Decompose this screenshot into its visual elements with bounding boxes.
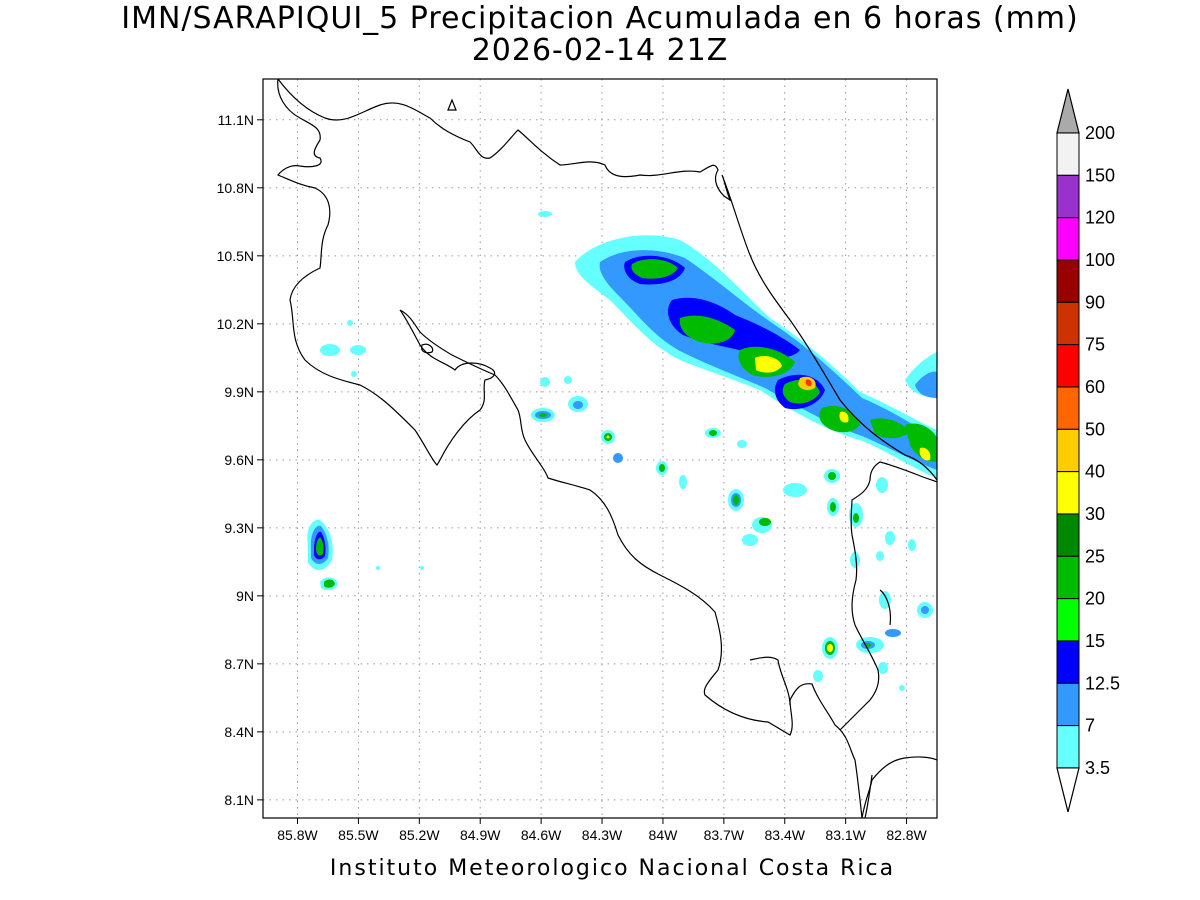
colorbar-label: 12.5 xyxy=(1085,673,1120,693)
colorbar-label: 200 xyxy=(1085,123,1115,143)
y-tick-label: 10.5N xyxy=(217,248,254,264)
colorbar-swatch xyxy=(1056,598,1080,642)
y-tick-label: 8.1N xyxy=(224,792,254,808)
colorbar-swatch xyxy=(1056,555,1080,600)
colorbar-swatch xyxy=(1056,428,1080,473)
colorbar-label: 30 xyxy=(1085,504,1105,524)
colorbar-under-arrow xyxy=(1056,767,1080,813)
colorbar-label: 3.5 xyxy=(1085,758,1110,778)
y-tick-label: 9N xyxy=(236,588,254,604)
colorbar-label: 120 xyxy=(1085,208,1115,228)
map-footer: Instituto Meteorologico Nacional Costa R… xyxy=(329,856,896,881)
y-tick-label: 11.1N xyxy=(218,112,254,128)
x-tick-label: 84W xyxy=(649,827,679,843)
y-tick-label: 9.6N xyxy=(224,452,254,468)
coastlines xyxy=(277,79,937,818)
map-title: IMN/SARAPIQUI_5 Precipitacion Acumulada … xyxy=(121,1,1079,36)
colorbar-swatch xyxy=(1056,640,1080,684)
rain-cell-west xyxy=(307,519,424,591)
x-tick-label: 84.6W xyxy=(521,827,562,843)
precipitation-field xyxy=(307,211,937,691)
map-datetime: 2026-02-14 21Z xyxy=(471,33,729,68)
colorbar-swatch xyxy=(1056,513,1080,557)
colorbar-swatch xyxy=(1056,301,1080,346)
colorbar-swatch xyxy=(1056,471,1080,515)
colorbar-label: 90 xyxy=(1085,292,1105,312)
x-tick-label: 83.7W xyxy=(704,827,745,843)
colorbar-swatch xyxy=(1056,682,1080,727)
colorbar-swatch xyxy=(1056,259,1080,303)
colorbar-label: 75 xyxy=(1085,335,1105,355)
x-tick-label: 84.9W xyxy=(460,827,501,843)
colorbar-swatch xyxy=(1056,217,1080,261)
y-tick-label: 10.2N xyxy=(217,316,254,332)
y-tick-label: 9.3N xyxy=(224,520,254,536)
colorbar-swatch xyxy=(1056,386,1080,430)
x-tick-label: 83.1W xyxy=(825,827,866,843)
y-tick-label: 9.9N xyxy=(224,384,254,400)
colorbar-swatch xyxy=(1056,132,1080,176)
colorbar: 200 150 120 100 90 75 60 50 40 30 25 20 15 12.5 7 3.5 xyxy=(1056,88,1120,813)
x-tick-label: 84.3W xyxy=(582,827,623,843)
y-tick-label: 10.8N xyxy=(217,180,254,196)
colorbar-swatch xyxy=(1056,725,1080,769)
x-axis: 85.8W 85.5W 85.2W 84.9W 84.6W 84.3W 84W 83.7W 83… xyxy=(277,818,928,843)
colorbar-label: 100 xyxy=(1085,250,1115,270)
colorbar-label: 15 xyxy=(1085,631,1105,651)
x-tick-label: 85.8W xyxy=(277,827,318,843)
x-tick-label: 82.8W xyxy=(886,827,927,843)
colorbar-label: 7 xyxy=(1085,716,1095,736)
colorbar-over-arrow xyxy=(1056,88,1080,134)
colorbar-label: 50 xyxy=(1085,419,1105,439)
map-grid xyxy=(263,79,937,818)
colorbar-swatch xyxy=(1056,174,1080,219)
colorbar-swatch xyxy=(1056,344,1080,388)
colorbar-label: 25 xyxy=(1085,546,1105,566)
colorbar-label: 150 xyxy=(1085,165,1115,185)
y-tick-label: 8.7N xyxy=(224,656,254,672)
x-tick-label: 83.4W xyxy=(765,827,806,843)
map-frame xyxy=(262,78,938,819)
y-axis: 11.1N 10.8N 10.5N 10.2N 9.9N 9.6N 9.3N 9N 8.7N 8.… xyxy=(217,112,263,808)
x-tick-label: 85.2W xyxy=(399,827,440,843)
colorbar-label: 60 xyxy=(1085,377,1105,397)
colorbar-label: 40 xyxy=(1085,462,1105,482)
colorbar-label: 20 xyxy=(1085,589,1105,609)
rain-band-caribbean xyxy=(575,235,937,478)
y-tick-label: 8.4N xyxy=(224,724,254,740)
x-tick-label: 85.5W xyxy=(338,827,379,843)
